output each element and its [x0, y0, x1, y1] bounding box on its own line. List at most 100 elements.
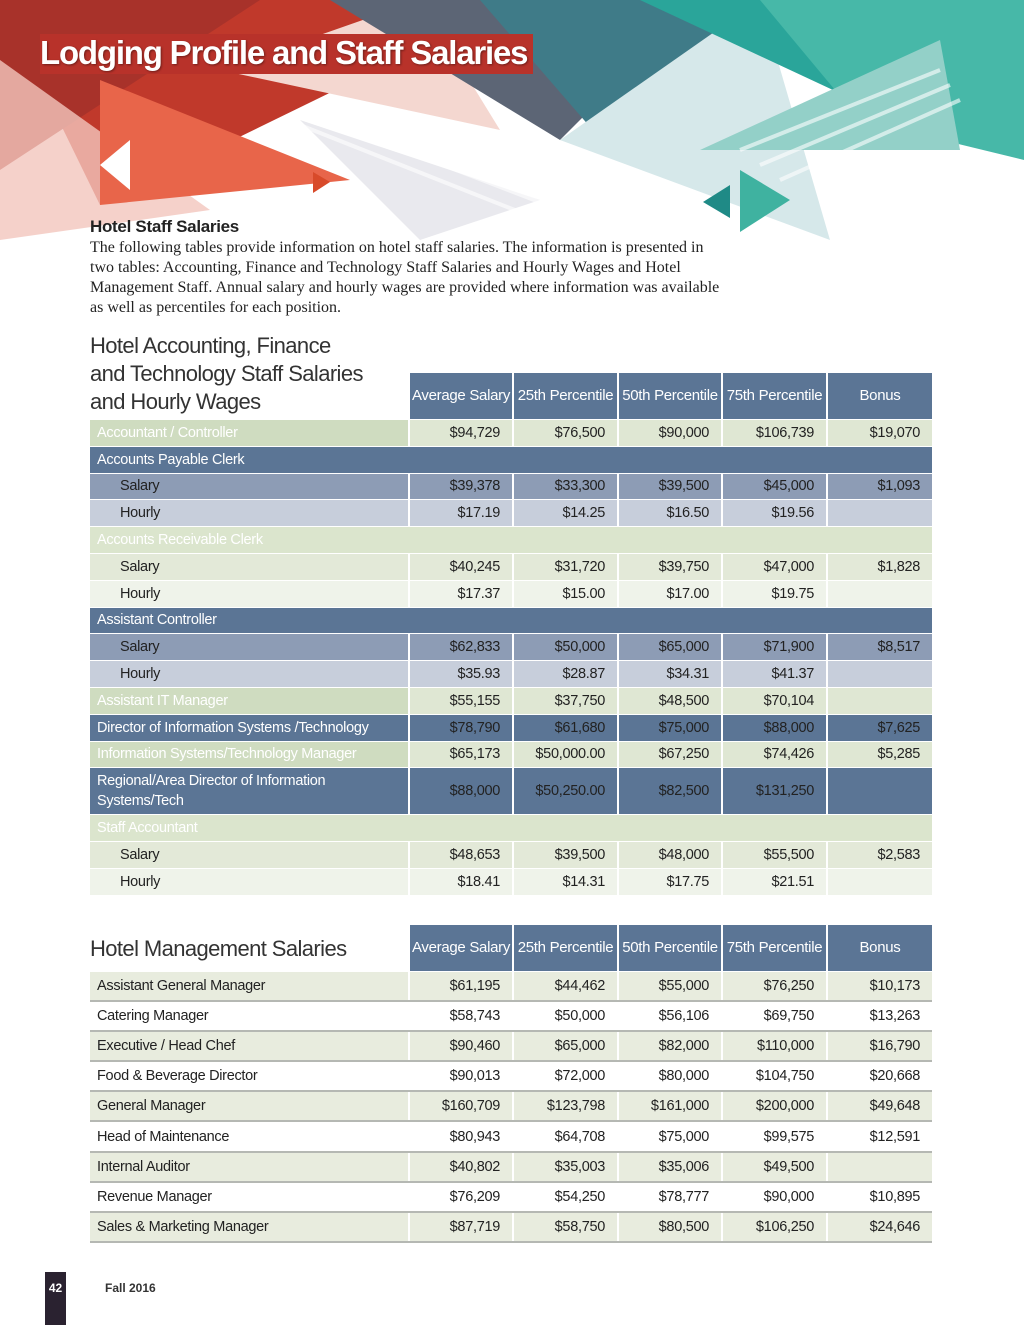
value-cell: $19,070 [828, 420, 932, 446]
group-label: Staff Accountant [90, 815, 932, 842]
value-cell: $17.00 [619, 580, 721, 607]
value-cell: $1,828 [828, 554, 932, 580]
row-label: Internal Auditor [90, 1152, 408, 1181]
row-label: Salary [90, 473, 408, 500]
row-divider [90, 1240, 932, 1243]
value-cell: $41.37 [723, 661, 826, 687]
value-cell: $5,285 [828, 741, 932, 768]
section-heading: Hotel Staff Salaries [90, 217, 239, 236]
row-label: Catering Manager [90, 1002, 408, 1031]
row-divider [90, 1150, 932, 1153]
value-cell: $94,729 [410, 420, 512, 446]
value-cell: $28.87 [514, 661, 617, 687]
value-cell [828, 768, 932, 815]
column-header: 75th Percentile [723, 373, 826, 419]
value-cell: $19.75 [723, 580, 826, 607]
value-cell: $61,680 [514, 714, 617, 741]
column-header: Average Salary [410, 373, 512, 419]
value-cell: $161,000 [619, 1092, 721, 1121]
row-divider [90, 1000, 932, 1002]
value-cell: $69,750 [723, 1002, 826, 1031]
value-cell: $49,648 [828, 1092, 932, 1121]
row-label: Head of Maintenance [90, 1122, 408, 1151]
value-cell: $70,104 [723, 688, 826, 714]
value-cell [828, 580, 932, 607]
row-label: Assistant General Manager [90, 972, 408, 1000]
value-cell: $65,000 [619, 634, 721, 661]
group-label: Accounts Receivable Clerk [90, 527, 932, 553]
group-label: Information Systems/Technology Manager [90, 741, 408, 768]
value-cell: $31,720 [514, 554, 617, 580]
value-cell: $40,245 [410, 554, 512, 580]
value-cell: $50,250.00 [514, 768, 617, 815]
group-label: Regional/Area Director of Information Sy… [90, 768, 408, 815]
row-divider [90, 1180, 932, 1183]
row-label: Sales & Marketing Manager [90, 1212, 408, 1241]
row-label: Revenue Manager [90, 1182, 408, 1211]
group-label: Assistant IT Manager [90, 688, 408, 714]
value-cell: $200,000 [723, 1092, 826, 1121]
value-cell: $17.75 [619, 869, 721, 895]
row-label: Hourly [90, 580, 408, 607]
value-cell: $15.00 [514, 580, 617, 607]
value-cell: $76,250 [723, 972, 826, 1000]
value-cell: $7,625 [828, 714, 932, 741]
group-label: Assistant Controller [90, 607, 932, 634]
value-cell: $90,000 [723, 1182, 826, 1211]
value-cell: $24,646 [828, 1212, 932, 1241]
value-cell: $90,460 [410, 1032, 512, 1061]
row-label: Salary [90, 842, 408, 868]
row-label: Executive / Head Chef [90, 1032, 408, 1061]
value-cell: $50,000 [514, 1002, 617, 1031]
value-cell: $62,833 [410, 634, 512, 661]
column-header: 50th Percentile [619, 373, 721, 419]
value-cell: $64,708 [514, 1122, 617, 1151]
value-cell: $123,798 [514, 1092, 617, 1121]
value-cell: $90,013 [410, 1062, 512, 1091]
group-label: Accountant / Controller [90, 420, 408, 446]
value-cell: $82,000 [619, 1032, 721, 1061]
value-cell: $49,500 [723, 1152, 826, 1181]
value-cell: $80,000 [619, 1062, 721, 1091]
value-cell: $76,209 [410, 1182, 512, 1211]
value-cell: $54,250 [514, 1182, 617, 1211]
value-cell: $75,000 [619, 1122, 721, 1151]
value-cell: $131,250 [723, 768, 826, 815]
value-cell: $65,173 [410, 741, 512, 768]
value-cell: $2,583 [828, 842, 932, 868]
value-cell: $12,591 [828, 1122, 932, 1151]
value-cell: $76,500 [514, 420, 617, 446]
value-cell [828, 869, 932, 895]
value-cell: $58,743 [410, 1002, 512, 1031]
row-label: General Manager [90, 1092, 408, 1121]
value-cell: $16.50 [619, 500, 721, 527]
value-cell: $39,500 [619, 473, 721, 500]
value-cell: $67,250 [619, 741, 721, 768]
value-cell: $61,195 [410, 972, 512, 1000]
value-cell: $37,750 [514, 688, 617, 714]
value-cell: $87,719 [410, 1212, 512, 1241]
value-cell: $104,750 [723, 1062, 826, 1091]
value-cell: $55,155 [410, 688, 512, 714]
value-cell: $78,790 [410, 714, 512, 741]
value-cell: $82,500 [619, 768, 721, 815]
value-cell [828, 688, 932, 714]
page-tab [45, 1272, 66, 1325]
column-header: Average Salary [410, 925, 512, 971]
value-cell [828, 500, 932, 527]
value-cell: $39,750 [619, 554, 721, 580]
column-header: 25th Percentile [514, 925, 617, 971]
row-label: Hourly [90, 500, 408, 527]
value-cell: $55,500 [723, 842, 826, 868]
value-cell: $48,000 [619, 842, 721, 868]
value-cell: $10,895 [828, 1182, 932, 1211]
value-cell: $106,739 [723, 420, 826, 446]
value-cell: $44,462 [514, 972, 617, 1000]
page-title: Lodging Profile and Staff Salaries [40, 34, 534, 74]
row-divider [90, 1210, 932, 1213]
value-cell: $80,943 [410, 1122, 512, 1151]
value-cell: $8,517 [828, 634, 932, 661]
value-cell: $110,000 [723, 1032, 826, 1061]
value-cell: $48,500 [619, 688, 721, 714]
